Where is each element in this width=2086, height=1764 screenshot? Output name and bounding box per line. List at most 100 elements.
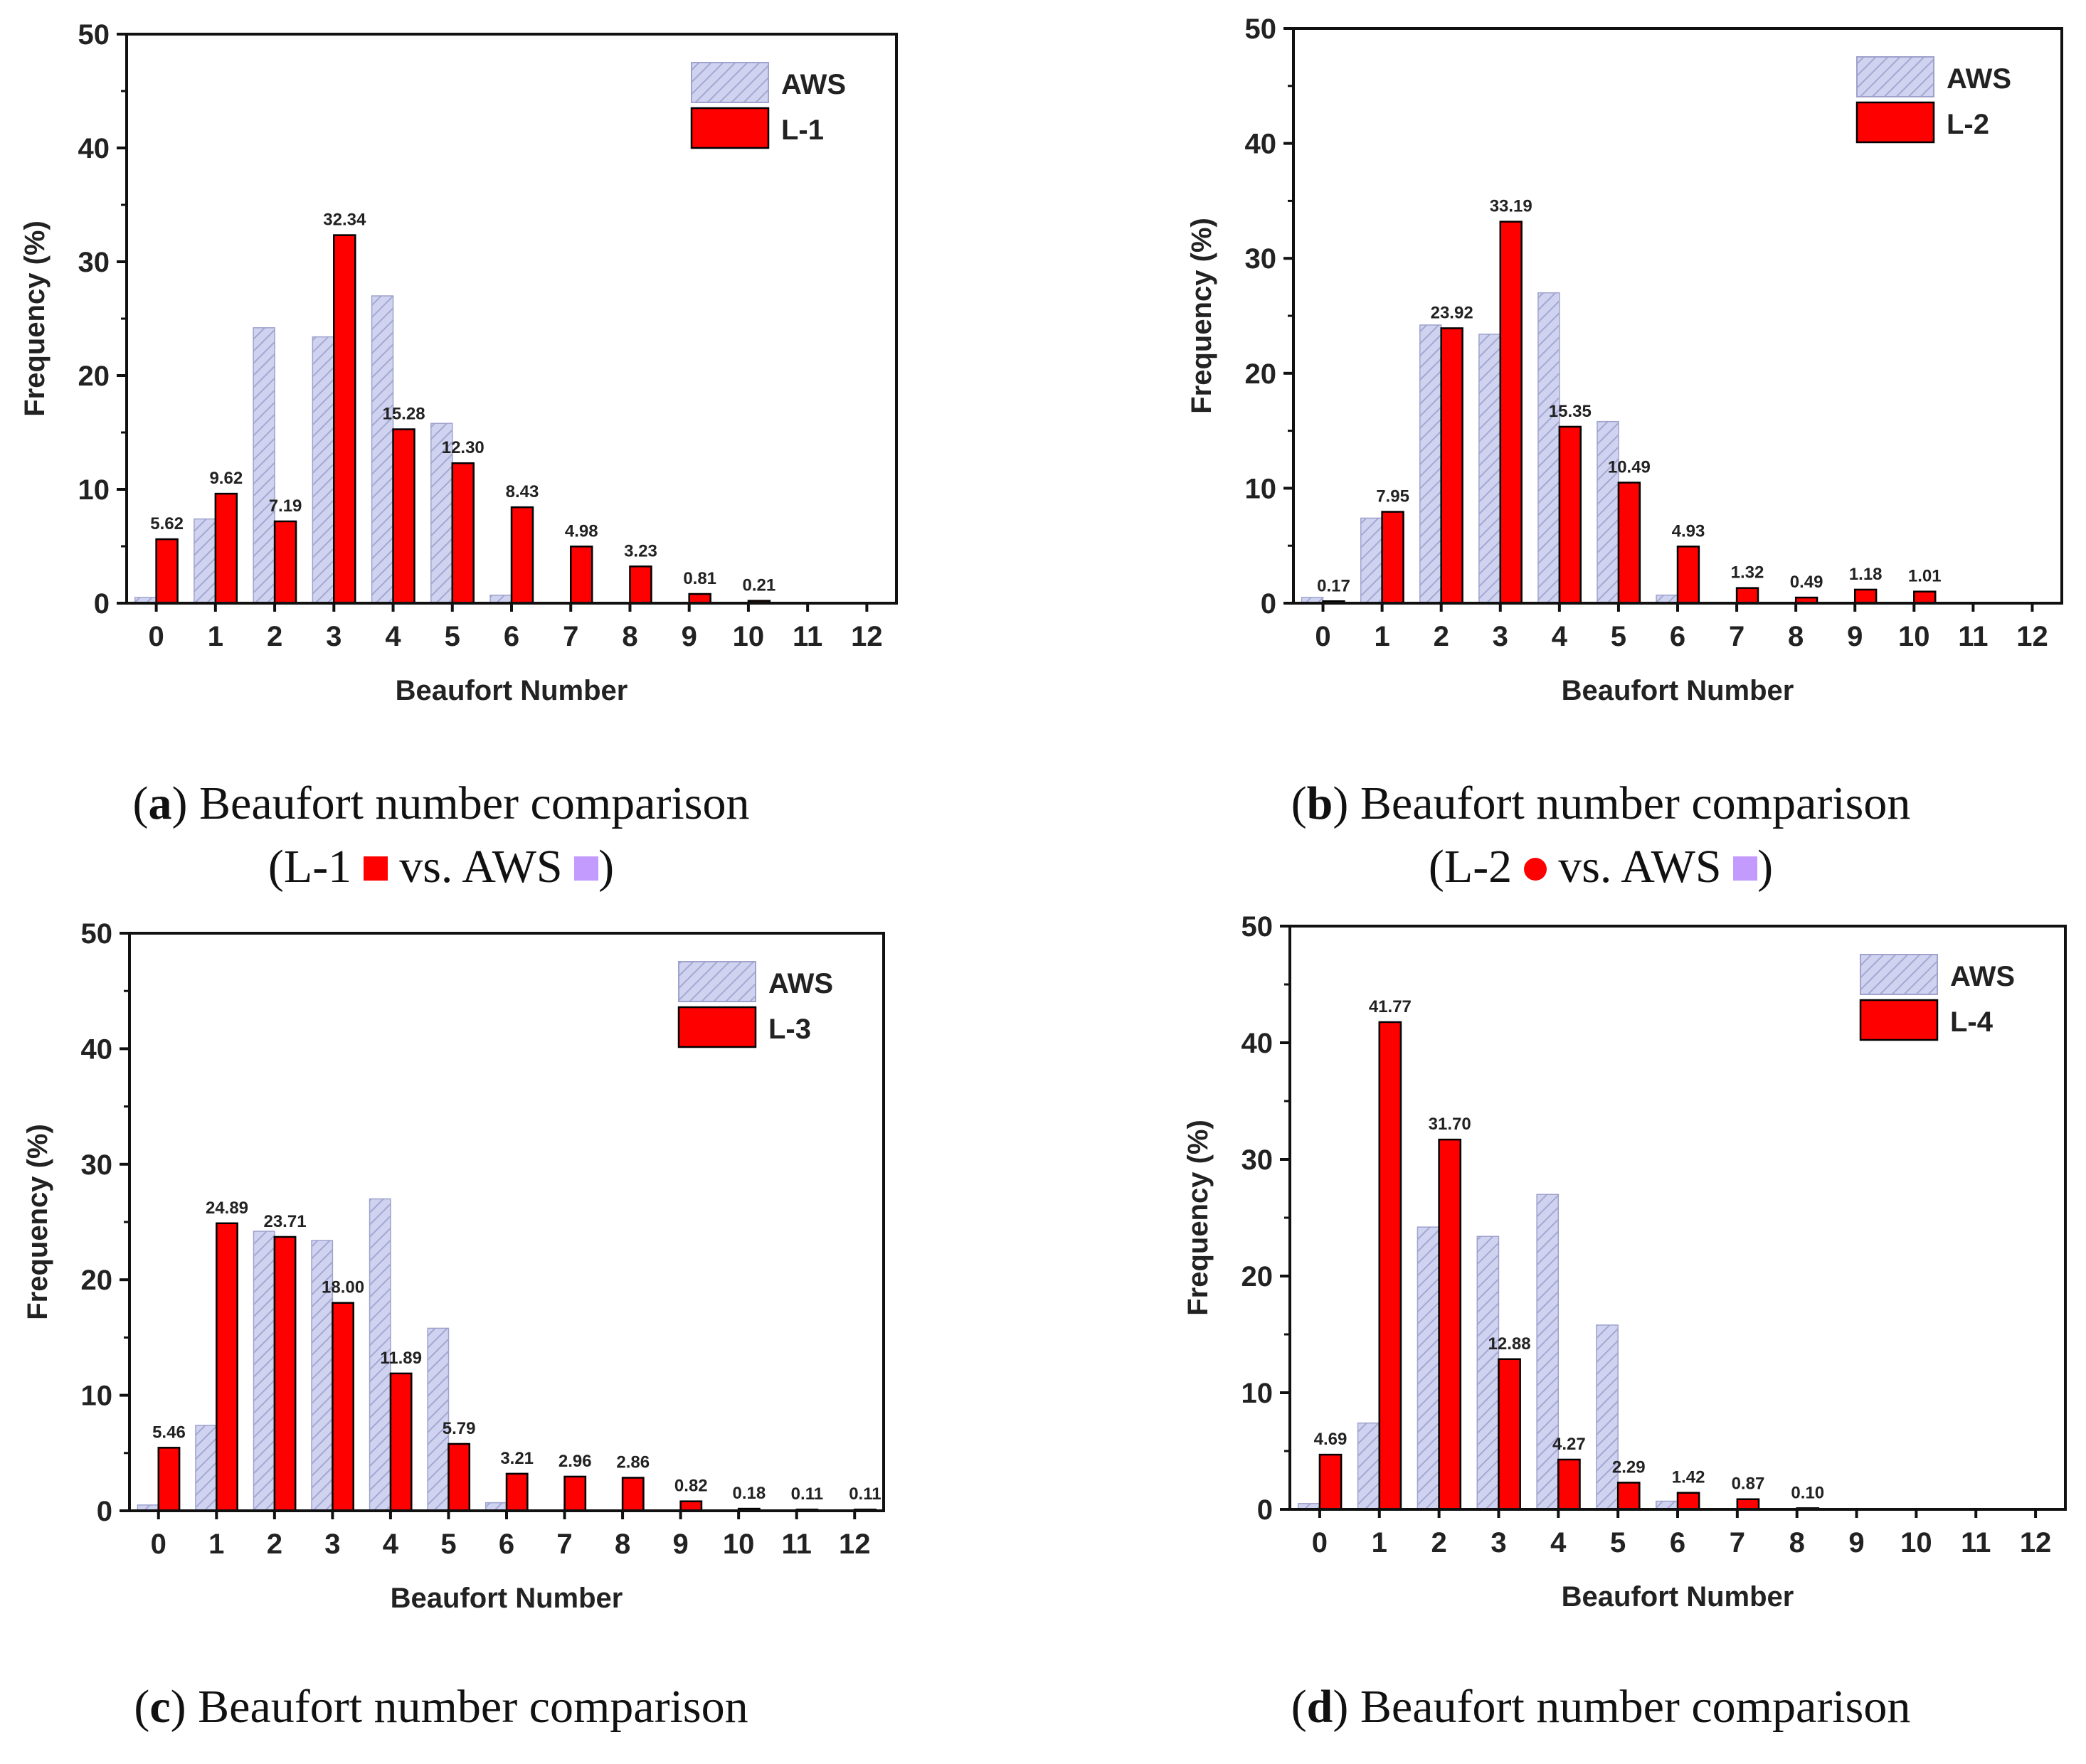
data-label-2: 31.70 [1429, 1115, 1471, 1134]
data-label-4: 4.27 [1552, 1435, 1586, 1454]
x-tick-label: 3 [1491, 1527, 1506, 1558]
x-tick-label: 6 [504, 621, 519, 652]
x-axis-title: Beaufort Number [396, 675, 628, 706]
legend-label-l: L-2 [1947, 109, 1989, 140]
x-tick-label: 1 [208, 1529, 224, 1560]
y-tick-label: 30 [81, 1149, 113, 1181]
x-tick-label: 0 [1315, 621, 1330, 652]
x-tick-label: 4 [1552, 621, 1568, 652]
x-tick-label: 1 [1374, 621, 1389, 652]
data-label-6: 4.93 [1672, 521, 1705, 541]
l-bar-2 [273, 520, 297, 605]
aws-bar-4 [371, 295, 394, 604]
x-tick-label: 5 [1611, 621, 1626, 652]
l-bar-5 [451, 462, 475, 605]
l-bar-5 [1617, 482, 1641, 605]
data-label-11: 0.11 [791, 1484, 823, 1504]
data-label-6: 3.21 [500, 1449, 534, 1468]
l-bar-0 [1318, 1453, 1343, 1511]
y-axis-title: Frequency (%) [22, 1124, 53, 1320]
y-tick-label: 0 [1257, 1494, 1273, 1526]
y-tick-label: 20 [1245, 358, 1277, 390]
data-label-1: 24.89 [206, 1199, 248, 1218]
l-bar-0 [155, 538, 179, 605]
data-label-1: 7.95 [1376, 487, 1409, 506]
x-tick-label: 7 [563, 621, 578, 652]
x-tick-label: 4 [385, 621, 401, 652]
data-label-0: 4.69 [1314, 1430, 1348, 1449]
x-tick-label: 12 [851, 621, 883, 652]
y-tick-label: 30 [1241, 1144, 1274, 1176]
x-tick-label: 11 [782, 1529, 812, 1560]
caption-b: (b) Beaufort number comparison (L-2 vs. … [1245, 772, 1957, 898]
chart-panel-b: 0.17 7.95 23.92 33.19 15.35 10.49 4.93 1.32 0.49… [1186, 14, 2063, 706]
x-tick-label: 7 [1730, 1527, 1745, 1558]
x-tick-label: 3 [1493, 621, 1508, 652]
aws-bar-4 [369, 1198, 391, 1511]
caption-c: (c) Beaufort number comparison [85, 1675, 797, 1738]
l-bar-6 [1676, 1492, 1700, 1511]
data-label-9: 0.81 [683, 569, 716, 588]
l-bar-4 [1558, 425, 1582, 605]
x-tick-label: 9 [1848, 1527, 1864, 1558]
legend-swatch-aws [1860, 954, 1938, 995]
aws-bar-5 [427, 1327, 450, 1511]
l-bar-9 [1853, 588, 1878, 605]
legend-label-aws: AWS [781, 69, 846, 100]
x-tick-label: 2 [1434, 621, 1449, 652]
x-tick-label: 6 [1670, 621, 1685, 652]
l-bar-3 [333, 234, 356, 605]
x-tick-label: 9 [672, 1529, 688, 1560]
x-tick-label: 6 [499, 1529, 514, 1560]
caption-c-text: Beaufort number comparison [198, 1681, 748, 1733]
red-square-marker-icon [363, 856, 388, 881]
x-tick-label: 12 [839, 1529, 871, 1560]
y-tick-label: 40 [1245, 129, 1277, 160]
caption-a-prefix: (L-1 [268, 841, 352, 893]
x-tick-label: 1 [208, 621, 223, 652]
legend-label-aws: AWS [1950, 961, 2015, 992]
aws-bar-2 [253, 327, 275, 604]
purple-square-marker-icon [574, 856, 599, 881]
x-axis-title: Beaufort Number [391, 1583, 623, 1614]
caption-c-letter: c [149, 1681, 171, 1733]
data-label-3: 32.34 [323, 211, 366, 230]
l-bar-2 [1440, 327, 1463, 605]
x-tick-label: 9 [682, 621, 697, 652]
x-tick-label: 4 [383, 1529, 399, 1560]
x-axis-title: Beaufort Number [1562, 675, 1794, 706]
aws-bar-1 [195, 1425, 218, 1511]
aws-bar-3 [1478, 334, 1501, 604]
l-bar-4 [1557, 1458, 1581, 1511]
l-bar-7 [563, 1475, 587, 1512]
data-label-7: 4.98 [565, 521, 598, 541]
x-tick-label: 12 [2016, 621, 2048, 652]
x-tick-label: 9 [1847, 621, 1863, 652]
data-label-10: 1.01 [1908, 567, 1942, 586]
x-tick-label: 10 [723, 1529, 755, 1560]
chart-panel-a: 5.62 9.62 7.19 32.34 15.28 12.30 8.43 4.98 3.23 0… [19, 19, 898, 706]
data-label-4: 15.35 [1549, 402, 1592, 421]
x-tick-label: 11 [1961, 1527, 1991, 1558]
y-axis-title: Frequency (%) [1182, 1120, 1214, 1316]
y-tick-label: 20 [1241, 1261, 1274, 1292]
l-bar-3 [1499, 220, 1523, 605]
caption-a-letter: a [148, 777, 172, 829]
x-tick-label: 11 [793, 621, 822, 652]
data-label-3: 18.00 [322, 1278, 364, 1297]
caption-b-line1: (b) Beaufort number comparison [1291, 777, 1911, 829]
data-label-7: 0.87 [1732, 1475, 1765, 1494]
chart-panel-c: 5.46 24.89 23.71 18.00 11.89 5.79 3.21 2.96 2.86… [22, 918, 885, 1614]
caption-a-mid: vs. AWS [399, 841, 563, 893]
l-bar-6 [505, 1472, 529, 1512]
x-tick-label: 6 [1670, 1527, 1685, 1558]
l-bar-5 [448, 1442, 471, 1512]
aws-bar-2 [1417, 1226, 1440, 1510]
y-tick-label: 10 [81, 1381, 113, 1412]
aws-bar-1 [1357, 1422, 1380, 1510]
x-tick-label: 2 [1431, 1527, 1446, 1558]
aws-bar-3 [1476, 1236, 1500, 1510]
caption-a: (a) Beaufort number comparison (L-1 vs. … [85, 772, 797, 898]
y-tick-label: 10 [1245, 473, 1277, 504]
